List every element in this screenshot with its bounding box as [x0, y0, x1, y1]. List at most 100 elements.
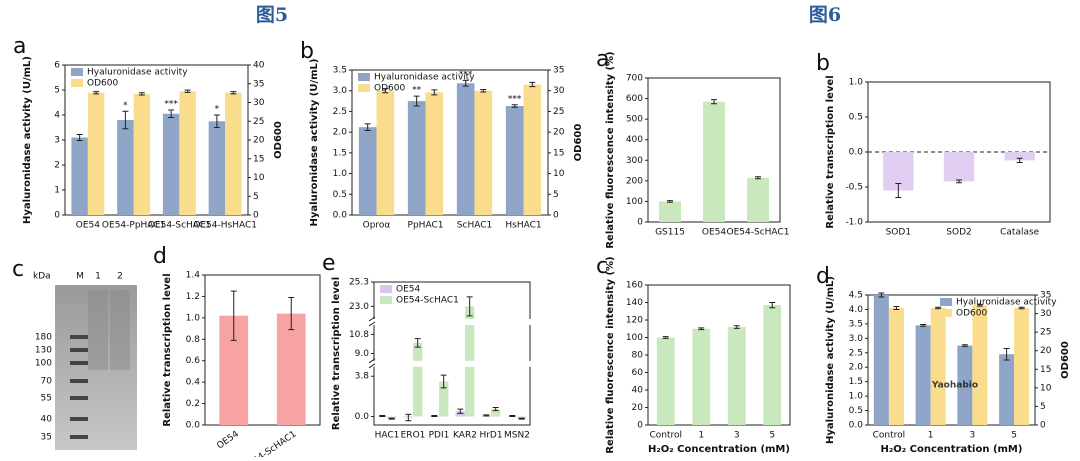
y-tick-label: 2.5: [849, 348, 863, 358]
bar: [474, 90, 493, 215]
panel-letter: b: [300, 39, 314, 64]
bar: [727, 327, 746, 425]
error-bar: [895, 183, 902, 198]
bar: [276, 313, 306, 425]
plot-frame: [867, 294, 1036, 426]
y2-tick-label: 5: [1040, 402, 1046, 412]
x-tick-label: 1: [928, 431, 934, 441]
ladder-band: [70, 435, 88, 439]
ladder-band: [70, 379, 88, 383]
y-tick-label: 0: [54, 211, 60, 221]
error-bar: [138, 92, 145, 96]
error-bar: [492, 407, 499, 412]
x-tick-label: HsHAC1: [505, 221, 541, 231]
x-tick-label: SOD1: [886, 228, 911, 238]
ladder-band: [70, 335, 88, 339]
legend-swatch: [940, 298, 952, 306]
x-tick-label: OE54: [76, 221, 100, 231]
y-tick-label: 600: [626, 94, 643, 104]
error-bar: [509, 414, 516, 418]
error-bar: [878, 292, 885, 298]
y-tick-label: 0.5: [849, 406, 863, 416]
y-tick-label: 1.0: [849, 392, 864, 402]
x-axis-label: H₂O₂ Concentration (mM): [648, 444, 790, 455]
y-tick-label: 0.6: [186, 356, 201, 366]
x-tick-label: Oproα: [363, 221, 391, 231]
bar: [208, 121, 226, 215]
y2-tick-label: 35: [253, 79, 264, 89]
error-bar: [440, 374, 447, 389]
bar: [505, 106, 524, 215]
significance: *: [215, 105, 220, 115]
legend-swatch: [71, 79, 83, 87]
x-tick-label: Control: [649, 431, 682, 441]
y2-tick-label: 20: [553, 128, 565, 138]
error-bar: [405, 413, 412, 422]
marker-label: 70: [41, 377, 53, 387]
y2-axis-label: OD600: [273, 121, 284, 159]
y2-tick-label: 30: [553, 86, 565, 96]
error-bar: [976, 304, 983, 307]
bar: [873, 295, 889, 425]
y-tick-label: 6: [54, 61, 60, 71]
y2-tick-label: 25: [553, 107, 564, 117]
error-bar: [388, 417, 395, 420]
x-tick-label: ERO1: [401, 431, 426, 441]
panel-letter: e: [322, 251, 336, 276]
y-tick-label: 4.5: [849, 291, 863, 301]
plot-frame: [351, 69, 549, 216]
x-tick-label: OE54-ScHAC1: [148, 221, 211, 231]
bar: [692, 328, 711, 425]
y2-tick-label: 0: [253, 211, 259, 221]
legend-label: OD600: [956, 309, 987, 319]
y-tick-label: 23.0: [349, 302, 369, 312]
x-tick-label: HrD1: [479, 431, 502, 441]
y-tick-label: 1.0: [333, 169, 348, 179]
bar: [523, 84, 542, 215]
error-bar: [288, 297, 295, 331]
error-bar: [379, 414, 386, 418]
y-tick-label: 3: [54, 136, 60, 146]
x-tick-label: 1: [698, 431, 704, 441]
y-tick-label: 4: [54, 111, 60, 121]
y2-axis-label: OD600: [1060, 341, 1071, 379]
y-axis-label: Relative transcription level: [162, 273, 173, 426]
y-tick-label: 500: [626, 115, 643, 125]
y-tick-label: 2.0: [333, 128, 348, 138]
y-tick-label: 0.0: [333, 211, 348, 221]
ladder-band: [70, 361, 88, 365]
lane-label: 1: [95, 272, 101, 282]
y-axis-label: Hyaluronidase activity (U/mL): [309, 59, 320, 227]
legend-swatch: [358, 73, 370, 81]
y-tick-label: 3.5: [849, 319, 863, 329]
y-tick-label: 160: [626, 281, 643, 291]
error-bar: [1003, 347, 1010, 361]
error-bar: [76, 134, 83, 141]
y-tick-label: 60: [632, 368, 644, 378]
y-tick-label: 9.0: [355, 349, 370, 359]
error-bar: [382, 88, 389, 94]
error-bar: [961, 344, 968, 347]
y-axis-label: Relative transcription level: [331, 277, 342, 430]
error-bar: [769, 302, 776, 309]
y-tick-label: 80: [632, 351, 644, 361]
error-bar: [184, 89, 191, 93]
gel-unit: kDa: [33, 272, 51, 282]
y-tick-label: 2: [54, 161, 60, 171]
y-axis-label: Hyaluronidase activity (U/mL): [22, 56, 33, 224]
bar: [943, 152, 975, 182]
y2-tick-label: 5: [253, 192, 259, 202]
bar: [957, 345, 973, 425]
y-tick-label: 20: [632, 403, 644, 413]
bar: [656, 337, 675, 425]
marker-label: 35: [41, 433, 52, 443]
bar: [1014, 308, 1030, 425]
bar: [439, 381, 449, 417]
error-bar: [230, 91, 237, 95]
panel-letter: a: [13, 34, 26, 59]
y-tick-label: 0.0: [849, 148, 864, 158]
error-bar: [413, 95, 420, 107]
y2-tick-label: 25: [253, 117, 264, 127]
error-bar: [662, 336, 669, 339]
error-bar: [483, 414, 490, 417]
